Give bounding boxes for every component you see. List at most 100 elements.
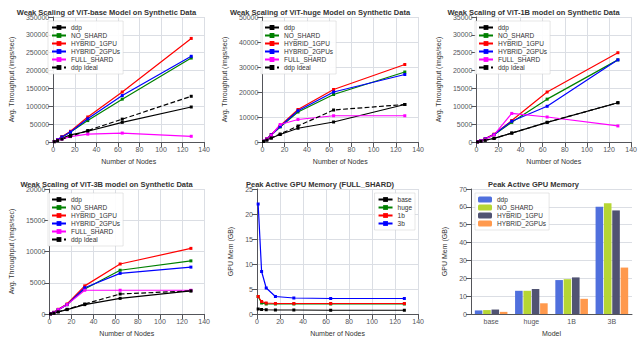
svg-text:60: 60 xyxy=(459,203,467,210)
svg-text:20000: 20000 xyxy=(239,89,259,96)
svg-text:huge: huge xyxy=(398,204,413,212)
svg-text:5000: 5000 xyxy=(457,121,473,128)
svg-text:Number of Nodes: Number of Nodes xyxy=(99,330,154,337)
svg-text:40000: 40000 xyxy=(239,39,259,46)
svg-text:Weak Scaling of ViT-huge Model: Weak Scaling of ViT-huge Model on Synthe… xyxy=(230,8,411,17)
svg-text:60: 60 xyxy=(322,318,330,325)
svg-text:HYBRID_2GPUs: HYBRID_2GPUs xyxy=(71,220,121,228)
svg-text:HYBRID_1GPU: HYBRID_1GPU xyxy=(498,40,544,48)
svg-text:10000: 10000 xyxy=(453,103,473,110)
svg-text:200000: 200000 xyxy=(26,67,49,74)
svg-text:Number of Nodes: Number of Nodes xyxy=(313,158,368,165)
svg-text:120: 120 xyxy=(389,318,401,325)
svg-text:FULL_SHARD: FULL_SHARD xyxy=(71,56,114,64)
svg-text:Model: Model xyxy=(542,330,562,337)
svg-text:140: 140 xyxy=(198,146,210,153)
svg-text:100: 100 xyxy=(155,146,167,153)
svg-text:15000: 15000 xyxy=(26,217,46,224)
svg-text:ddp: ddp xyxy=(498,24,509,32)
svg-text:ddp: ddp xyxy=(284,24,295,32)
svg-text:20: 20 xyxy=(495,146,503,153)
svg-text:20: 20 xyxy=(276,318,284,325)
svg-text:Weak Scaling of ViT-base Model: Weak Scaling of ViT-base Model on Synthe… xyxy=(17,8,197,17)
svg-text:HYBRID_2GPUs: HYBRID_2GPUs xyxy=(497,220,547,228)
svg-text:Peak Active GPU Memory (FULL_S: Peak Active GPU Memory (FULL_SHARD) xyxy=(246,180,395,189)
svg-text:120: 120 xyxy=(390,146,402,153)
svg-text:60: 60 xyxy=(325,146,333,153)
svg-text:0: 0 xyxy=(47,318,51,325)
svg-text:25000: 25000 xyxy=(453,49,473,56)
svg-text:20: 20 xyxy=(71,146,79,153)
svg-text:GPU Mem (GB): GPU Mem (GB) xyxy=(227,227,235,276)
svg-text:10: 10 xyxy=(245,261,253,268)
svg-text:HYBRID_1GPU: HYBRID_1GPU xyxy=(497,212,543,220)
svg-text:0: 0 xyxy=(254,139,258,146)
svg-text:50: 50 xyxy=(459,221,467,228)
svg-text:HYBRID_2GPUs: HYBRID_2GPUs xyxy=(498,48,548,56)
svg-text:150000: 150000 xyxy=(26,85,49,92)
svg-text:30000: 30000 xyxy=(453,31,473,38)
svg-text:ddp: ddp xyxy=(497,196,508,204)
svg-text:Avg. Throughput (imgs/sec): Avg. Throughput (imgs/sec) xyxy=(8,209,16,295)
svg-text:15: 15 xyxy=(245,236,253,243)
svg-text:140: 140 xyxy=(198,318,210,325)
svg-text:20: 20 xyxy=(68,318,76,325)
svg-text:60: 60 xyxy=(112,318,120,325)
svg-text:20: 20 xyxy=(459,275,467,282)
svg-text:140: 140 xyxy=(412,146,424,153)
svg-text:40: 40 xyxy=(92,146,100,153)
svg-text:0: 0 xyxy=(474,146,478,153)
svg-text:base: base xyxy=(398,196,412,203)
svg-text:base: base xyxy=(484,318,499,325)
svg-text:ddp Ideal: ddp Ideal xyxy=(71,64,98,72)
svg-text:20: 20 xyxy=(281,146,289,153)
svg-text:80: 80 xyxy=(136,146,144,153)
svg-text:FULL_SHARD: FULL_SHARD xyxy=(284,56,327,64)
svg-text:0: 0 xyxy=(249,311,253,318)
svg-text:20: 20 xyxy=(245,211,253,218)
svg-text:Number of Nodes: Number of Nodes xyxy=(526,158,581,165)
svg-text:0: 0 xyxy=(260,146,264,153)
svg-text:Weak Scaling of ViT-1B model o: Weak Scaling of ViT-1B model on Syntheti… xyxy=(447,8,620,17)
svg-text:NO_SHARD: NO_SHARD xyxy=(497,204,533,212)
svg-text:120: 120 xyxy=(176,318,188,325)
svg-text:80: 80 xyxy=(347,146,355,153)
svg-text:60: 60 xyxy=(539,146,547,153)
svg-text:140: 140 xyxy=(625,146,637,153)
svg-text:HYBRID_1GPU: HYBRID_1GPU xyxy=(71,212,117,220)
svg-text:Avg. Throughput (imgs/sec): Avg. Throughput (imgs/sec) xyxy=(221,37,229,123)
svg-text:40: 40 xyxy=(303,146,311,153)
svg-text:huge: huge xyxy=(524,318,540,326)
svg-text:250000: 250000 xyxy=(26,49,49,56)
svg-text:10000: 10000 xyxy=(239,114,259,121)
svg-text:120: 120 xyxy=(603,146,615,153)
svg-text:0: 0 xyxy=(51,146,55,153)
svg-text:60: 60 xyxy=(114,146,122,153)
svg-text:10: 10 xyxy=(459,293,467,300)
svg-text:3b: 3b xyxy=(398,220,406,227)
svg-text:70: 70 xyxy=(459,186,467,193)
svg-text:1b: 1b xyxy=(398,212,406,219)
svg-text:Number of Nodes: Number of Nodes xyxy=(101,158,156,165)
svg-text:ddp Ideal: ddp Ideal xyxy=(498,64,525,72)
svg-text:ddp Ideal: ddp Ideal xyxy=(71,236,98,244)
svg-text:140: 140 xyxy=(412,318,424,325)
svg-text:5000: 5000 xyxy=(30,279,46,286)
svg-text:Peak Active GPU Memory: Peak Active GPU Memory xyxy=(488,180,580,189)
svg-text:ddp: ddp xyxy=(71,196,82,204)
svg-text:Avg. Throughput (imgs/sec): Avg. Throughput (imgs/sec) xyxy=(8,37,16,123)
svg-text:80: 80 xyxy=(345,318,353,325)
svg-text:ddp: ddp xyxy=(71,24,82,32)
svg-text:40: 40 xyxy=(90,318,98,325)
svg-text:100: 100 xyxy=(366,318,378,325)
svg-text:NO_SHARD: NO_SHARD xyxy=(498,32,534,40)
svg-text:10000: 10000 xyxy=(26,248,46,255)
svg-text:Weak Scaling of ViT-3B model o: Weak Scaling of ViT-3B model on Syntheti… xyxy=(20,180,193,189)
svg-text:HYBRID_1GPU: HYBRID_1GPU xyxy=(284,40,330,48)
svg-text:40: 40 xyxy=(517,146,525,153)
svg-text:GPU Mem (GB): GPU Mem (GB) xyxy=(441,227,449,276)
svg-text:100: 100 xyxy=(154,318,166,325)
svg-text:120: 120 xyxy=(177,146,189,153)
svg-text:NO_SHARD: NO_SHARD xyxy=(71,204,107,212)
svg-text:HYBRID_1GPU: HYBRID_1GPU xyxy=(71,40,117,48)
